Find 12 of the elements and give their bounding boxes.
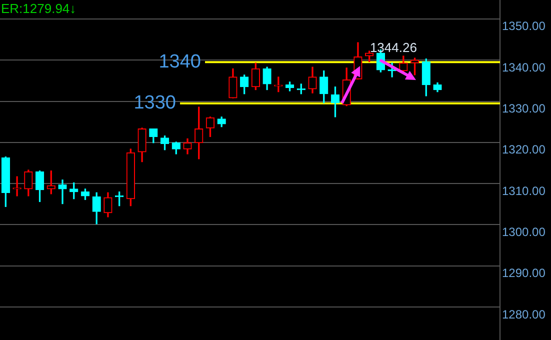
y-tick-label: 1300.00 bbox=[502, 225, 546, 240]
ref-line-label: 1330 bbox=[134, 92, 176, 114]
y-tick-label: 1350.00 bbox=[502, 19, 546, 34]
y-tick-label: 1320.00 bbox=[502, 142, 546, 157]
ref-line-label: 1340 bbox=[158, 51, 201, 72]
y-tick-label: 1330.00 bbox=[502, 102, 546, 116]
annotation: 1344.26 bbox=[370, 40, 417, 56]
y-tick-label: 1290.00 bbox=[502, 266, 546, 280]
y-tick-label: 1340.00 bbox=[502, 60, 546, 74]
y-tick-label: 1280.00 bbox=[502, 307, 546, 322]
y-tick-label: 1310.00 bbox=[502, 184, 546, 198]
annotation: ER:1279.94↓ bbox=[1, 1, 76, 16]
